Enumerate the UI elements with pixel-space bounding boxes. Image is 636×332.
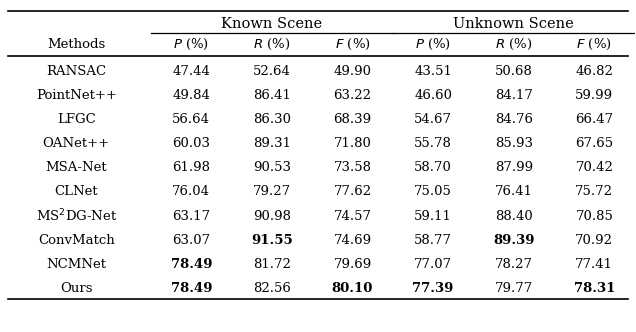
Text: CLNet: CLNet [55,186,98,199]
Text: 78.49: 78.49 [170,258,212,271]
Text: 56.64: 56.64 [172,114,211,126]
Text: 85.93: 85.93 [495,137,533,150]
Text: 63.07: 63.07 [172,233,211,247]
Text: 55.78: 55.78 [414,137,452,150]
Text: $P$ (%): $P$ (%) [415,37,451,52]
Text: LFGC: LFGC [57,114,95,126]
Text: 46.82: 46.82 [576,65,613,78]
Text: Known Scene: Known Scene [221,17,322,31]
Text: 63.17: 63.17 [172,209,211,222]
Text: 90.53: 90.53 [253,161,291,174]
Text: NCMNet: NCMNet [46,258,106,271]
Text: 54.67: 54.67 [414,114,452,126]
Text: 46.60: 46.60 [414,89,452,102]
Text: 50.68: 50.68 [495,65,533,78]
Text: 58.70: 58.70 [414,161,452,174]
Text: 79.27: 79.27 [253,186,291,199]
Text: 86.41: 86.41 [253,89,291,102]
Text: 82.56: 82.56 [253,282,291,294]
Text: 89.31: 89.31 [253,137,291,150]
Text: 47.44: 47.44 [172,65,211,78]
Text: 52.64: 52.64 [253,65,291,78]
Text: 86.30: 86.30 [253,114,291,126]
Text: 68.39: 68.39 [333,114,371,126]
Text: 84.76: 84.76 [495,114,533,126]
Text: 88.40: 88.40 [495,209,532,222]
Text: 66.47: 66.47 [575,114,613,126]
Text: PointNet++: PointNet++ [36,89,116,102]
Text: 74.57: 74.57 [333,209,371,222]
Text: 75.05: 75.05 [414,186,452,199]
Text: $F$ (%): $F$ (%) [576,37,612,52]
Text: 77.39: 77.39 [412,282,454,294]
Text: MSA-Net: MSA-Net [45,161,107,174]
Text: 76.41: 76.41 [495,186,533,199]
Text: 71.80: 71.80 [334,137,371,150]
Text: 89.39: 89.39 [493,233,534,247]
Text: 91.55: 91.55 [251,233,293,247]
Text: RANSAC: RANSAC [46,65,106,78]
Text: 58.77: 58.77 [414,233,452,247]
Text: 84.17: 84.17 [495,89,533,102]
Text: $P$ (%): $P$ (%) [174,37,209,52]
Text: $R$ (%): $R$ (%) [495,37,532,52]
Text: 67.65: 67.65 [575,137,613,150]
Text: 87.99: 87.99 [495,161,533,174]
Text: 75.72: 75.72 [576,186,613,199]
Text: 49.84: 49.84 [172,89,211,102]
Text: 59.99: 59.99 [575,89,613,102]
Text: 73.58: 73.58 [333,161,371,174]
Text: Ours: Ours [60,282,92,294]
Text: 70.85: 70.85 [576,209,613,222]
Text: 77.62: 77.62 [333,186,371,199]
Text: $R$ (%): $R$ (%) [253,37,291,52]
Text: 63.22: 63.22 [333,89,371,102]
Text: 80.10: 80.10 [332,282,373,294]
Text: 70.92: 70.92 [576,233,613,247]
Text: 90.98: 90.98 [253,209,291,222]
Text: 77.07: 77.07 [414,258,452,271]
Text: 81.72: 81.72 [253,258,291,271]
Text: 79.77: 79.77 [495,282,533,294]
Text: 78.31: 78.31 [574,282,615,294]
Text: 78.49: 78.49 [170,282,212,294]
Text: 61.98: 61.98 [172,161,211,174]
Text: OANet++: OANet++ [43,137,110,150]
Text: 43.51: 43.51 [414,65,452,78]
Text: Methods: Methods [47,38,106,51]
Text: ConvMatch: ConvMatch [38,233,114,247]
Text: $F$ (%): $F$ (%) [335,37,370,52]
Text: 49.90: 49.90 [333,65,371,78]
Text: Unknown Scene: Unknown Scene [453,17,574,31]
Text: 70.42: 70.42 [576,161,613,174]
Text: 59.11: 59.11 [414,209,452,222]
Text: MS$^2$DG-Net: MS$^2$DG-Net [36,208,117,224]
Text: 78.27: 78.27 [495,258,533,271]
Text: 74.69: 74.69 [333,233,371,247]
Text: 79.69: 79.69 [333,258,371,271]
Text: 60.03: 60.03 [172,137,211,150]
Text: 77.41: 77.41 [576,258,613,271]
Text: 76.04: 76.04 [172,186,211,199]
